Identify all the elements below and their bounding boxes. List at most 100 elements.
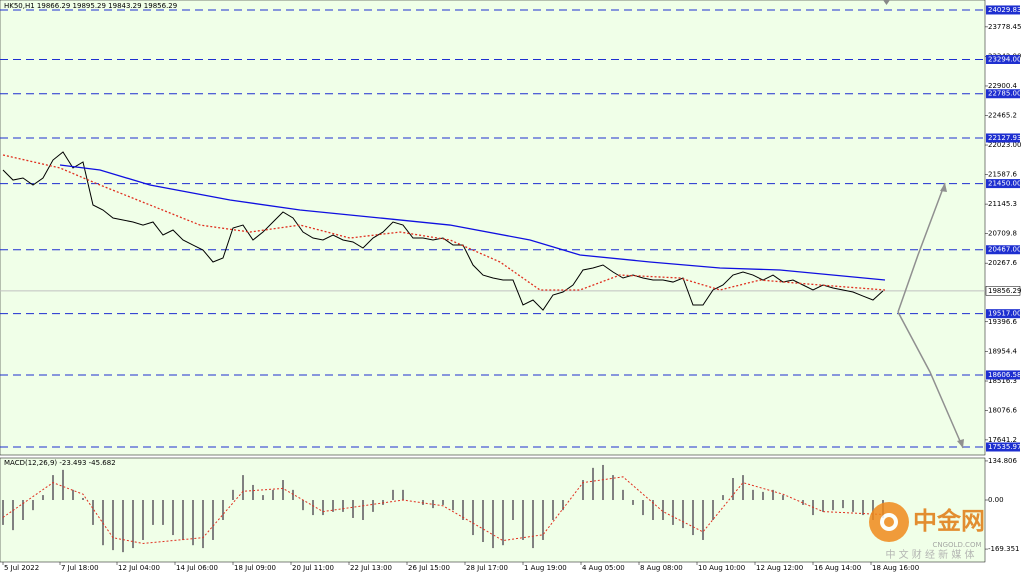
macd-bar <box>592 467 594 501</box>
current-price-bg <box>985 286 1021 296</box>
chart-title: HK50,H1 19866.29 19895.29 19843.29 19856… <box>4 2 177 10</box>
level-label-bg <box>986 370 1020 380</box>
macd-bar <box>712 500 714 520</box>
macd-bar <box>372 500 374 512</box>
macd-bar <box>222 500 224 520</box>
macd-bar <box>202 500 204 549</box>
y-tick-label: 20267.6 <box>988 259 1017 267</box>
x-tick-label: 5 Jul 2022 <box>4 564 39 572</box>
macd-bar <box>732 477 734 501</box>
projection-down <box>897 311 964 449</box>
x-tick-label: 4 Aug 05:00 <box>582 564 625 572</box>
price-series <box>59 164 886 281</box>
level-label: 22127.93 <box>988 134 1021 142</box>
level-label-bg <box>986 5 1020 15</box>
macd-bar <box>342 500 344 512</box>
macd-bar <box>32 500 34 511</box>
watermark-slogan: 中 文 财 经 新 媒 体 <box>885 548 974 561</box>
x-tick-label: 18 Aug 16:00 <box>872 564 919 572</box>
level-label: 20467.00 <box>988 246 1021 254</box>
macd-bar <box>562 500 564 511</box>
macd-bar <box>302 500 304 511</box>
macd-bar <box>692 500 694 536</box>
macd-bar <box>282 480 284 501</box>
macd-bar <box>82 497 84 501</box>
macd-bar <box>522 500 524 540</box>
scroll-marker <box>883 0 890 5</box>
macd-signal <box>2 476 884 544</box>
macd-bar <box>62 469 64 501</box>
macd-bar <box>752 489 754 501</box>
y-tick-label: 0.00 <box>988 496 1004 504</box>
macd-bar <box>772 489 774 501</box>
level-label-bg <box>986 54 1020 64</box>
macd-bar <box>482 500 484 543</box>
watermark-site: CNGOLD.COM <box>932 541 981 549</box>
macd-bar <box>312 500 314 516</box>
x-tick-label: 16 Aug 14:00 <box>814 564 861 572</box>
x-tick-label: 22 Jul 13:00 <box>350 564 392 572</box>
macd-bar <box>292 489 294 501</box>
y-tick-label: -169.351 <box>988 545 1019 553</box>
macd-bar <box>322 500 324 516</box>
price-series <box>2 151 884 311</box>
y-tick-label: 18076.6 <box>988 407 1017 415</box>
y-tick-label: 19396.6 <box>988 318 1017 326</box>
macd-bar <box>662 500 664 520</box>
y-tick-label: 22465.2 <box>988 111 1017 119</box>
macd-bar <box>632 500 634 505</box>
y-tick-label: 22023.00 <box>988 141 1021 149</box>
logo-dot <box>884 517 894 527</box>
level-label: 23294.00 <box>988 55 1021 63</box>
macd-bar <box>582 480 584 501</box>
y-tick-label: 18516.3 <box>988 377 1017 385</box>
macd-bar <box>192 500 194 546</box>
x-tick-label: 10 Aug 10:00 <box>698 564 745 572</box>
macd-bar <box>212 500 214 540</box>
level-label-bg <box>986 245 1020 255</box>
y-tick-label: 17641.2 <box>988 436 1017 444</box>
level-label-bg <box>986 133 1020 143</box>
macd-bar <box>612 475 614 501</box>
macd-bar <box>362 500 364 520</box>
price-panel <box>0 0 986 456</box>
level-label-bg <box>986 442 1020 452</box>
macd-bar <box>102 500 104 546</box>
level-label-bg <box>986 89 1020 99</box>
macd-bar <box>602 464 604 501</box>
macd-bar <box>702 500 704 540</box>
macd-bar <box>502 500 504 546</box>
y-tick-label: 23778.45 <box>988 23 1021 31</box>
macd-bar <box>122 500 124 553</box>
macd-bar <box>782 495 784 501</box>
macd-bar <box>452 500 454 511</box>
macd-bar <box>622 489 624 501</box>
watermark: 中金网 CNGOLD.COM 中 文 财 经 新 媒 体 <box>869 502 985 561</box>
macd-bar <box>152 500 154 525</box>
macd-bar <box>762 491 764 501</box>
y-tick-label: 134.806 <box>988 457 1017 465</box>
macd-bar <box>52 475 54 501</box>
x-tick-label: 14 Jul 06:00 <box>176 564 218 572</box>
x-tick-label: 20 Jul 11:00 <box>292 564 334 572</box>
level-label: 18606.58 <box>988 371 1021 379</box>
macd-bar <box>232 489 234 501</box>
x-tick-label: 7 Jul 18:00 <box>61 564 99 572</box>
y-tick-label: 21587.6 <box>988 170 1017 178</box>
macd-bar <box>492 500 494 549</box>
x-tick-label: 28 Jul 17:00 <box>466 564 508 572</box>
x-tick-label: 8 Aug 08:00 <box>640 564 683 572</box>
x-tick-label: 1 Aug 19:00 <box>524 564 567 572</box>
arrow-head <box>957 439 964 448</box>
macd-bar <box>432 500 434 509</box>
macd-title: MACD(12,26,9) -23.493 -45.682 <box>4 459 116 467</box>
macd-bar <box>462 500 464 520</box>
level-label-bg <box>986 179 1020 189</box>
macd-bar <box>552 500 554 520</box>
macd-bar <box>472 500 474 536</box>
x-tick-label: 26 Jul 15:00 <box>408 564 450 572</box>
macd-bar <box>72 489 74 501</box>
macd-bar <box>332 500 334 512</box>
macd-bar <box>172 500 174 536</box>
